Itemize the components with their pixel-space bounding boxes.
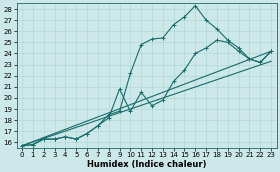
X-axis label: Humidex (Indice chaleur): Humidex (Indice chaleur) (87, 159, 206, 169)
